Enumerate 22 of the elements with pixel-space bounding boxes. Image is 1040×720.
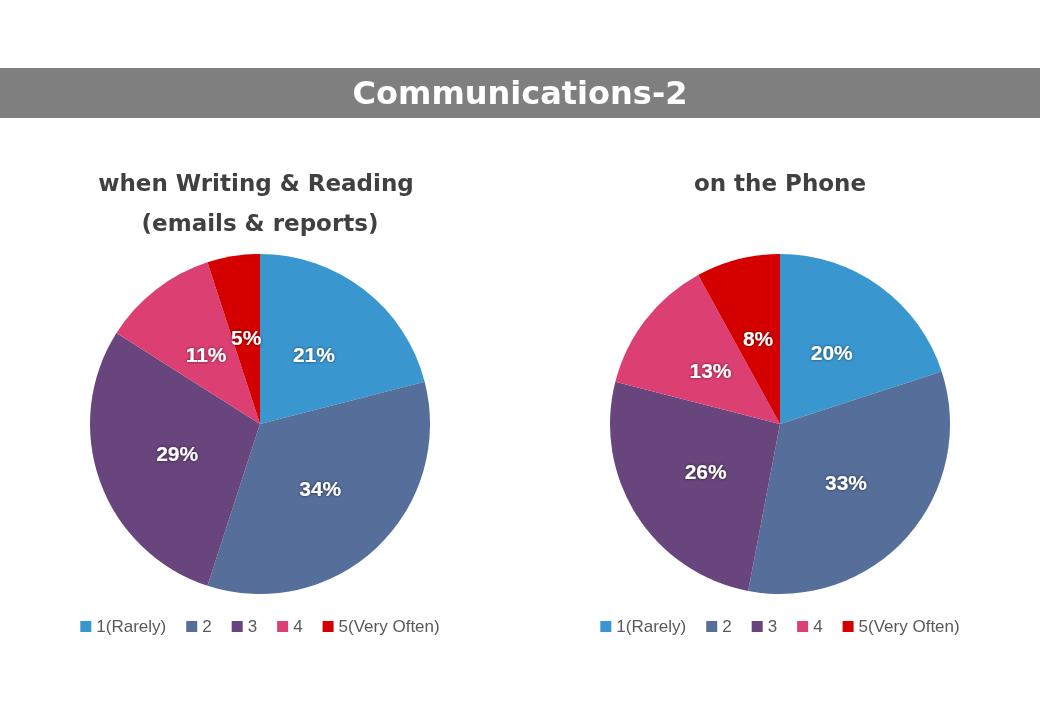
chart-title: when Writing & Reading (emails & reports) bbox=[98, 170, 422, 236]
data-label: 8% bbox=[742, 327, 774, 351]
data-label: 11% bbox=[185, 342, 227, 366]
legend-label: 4 bbox=[293, 617, 303, 636]
legend-label: 1(Rarely) bbox=[96, 617, 167, 636]
data-label: 26% bbox=[684, 459, 728, 483]
data-label: 20% bbox=[810, 341, 854, 365]
data-label: 34% bbox=[299, 476, 342, 500]
chart-title: on the Phone bbox=[693, 170, 867, 196]
legend-label: 3 bbox=[247, 617, 258, 636]
data-label: 21% bbox=[292, 342, 336, 366]
legend-label: 1(Rarely) bbox=[616, 617, 687, 636]
data-label: 33% bbox=[824, 470, 868, 494]
legend-label: 3 bbox=[767, 617, 778, 636]
legend-label: 5(Very Often) bbox=[858, 617, 960, 636]
legend-label: 2 bbox=[722, 617, 732, 636]
legend-label: 5(Very Often) bbox=[338, 617, 440, 636]
text: Communications-2 bbox=[0, 68, 1040, 118]
data-label: 29% bbox=[156, 442, 199, 466]
legend-label: 4 bbox=[813, 617, 823, 636]
data-label: 13% bbox=[689, 358, 732, 382]
legend-label: 2 bbox=[202, 617, 212, 636]
